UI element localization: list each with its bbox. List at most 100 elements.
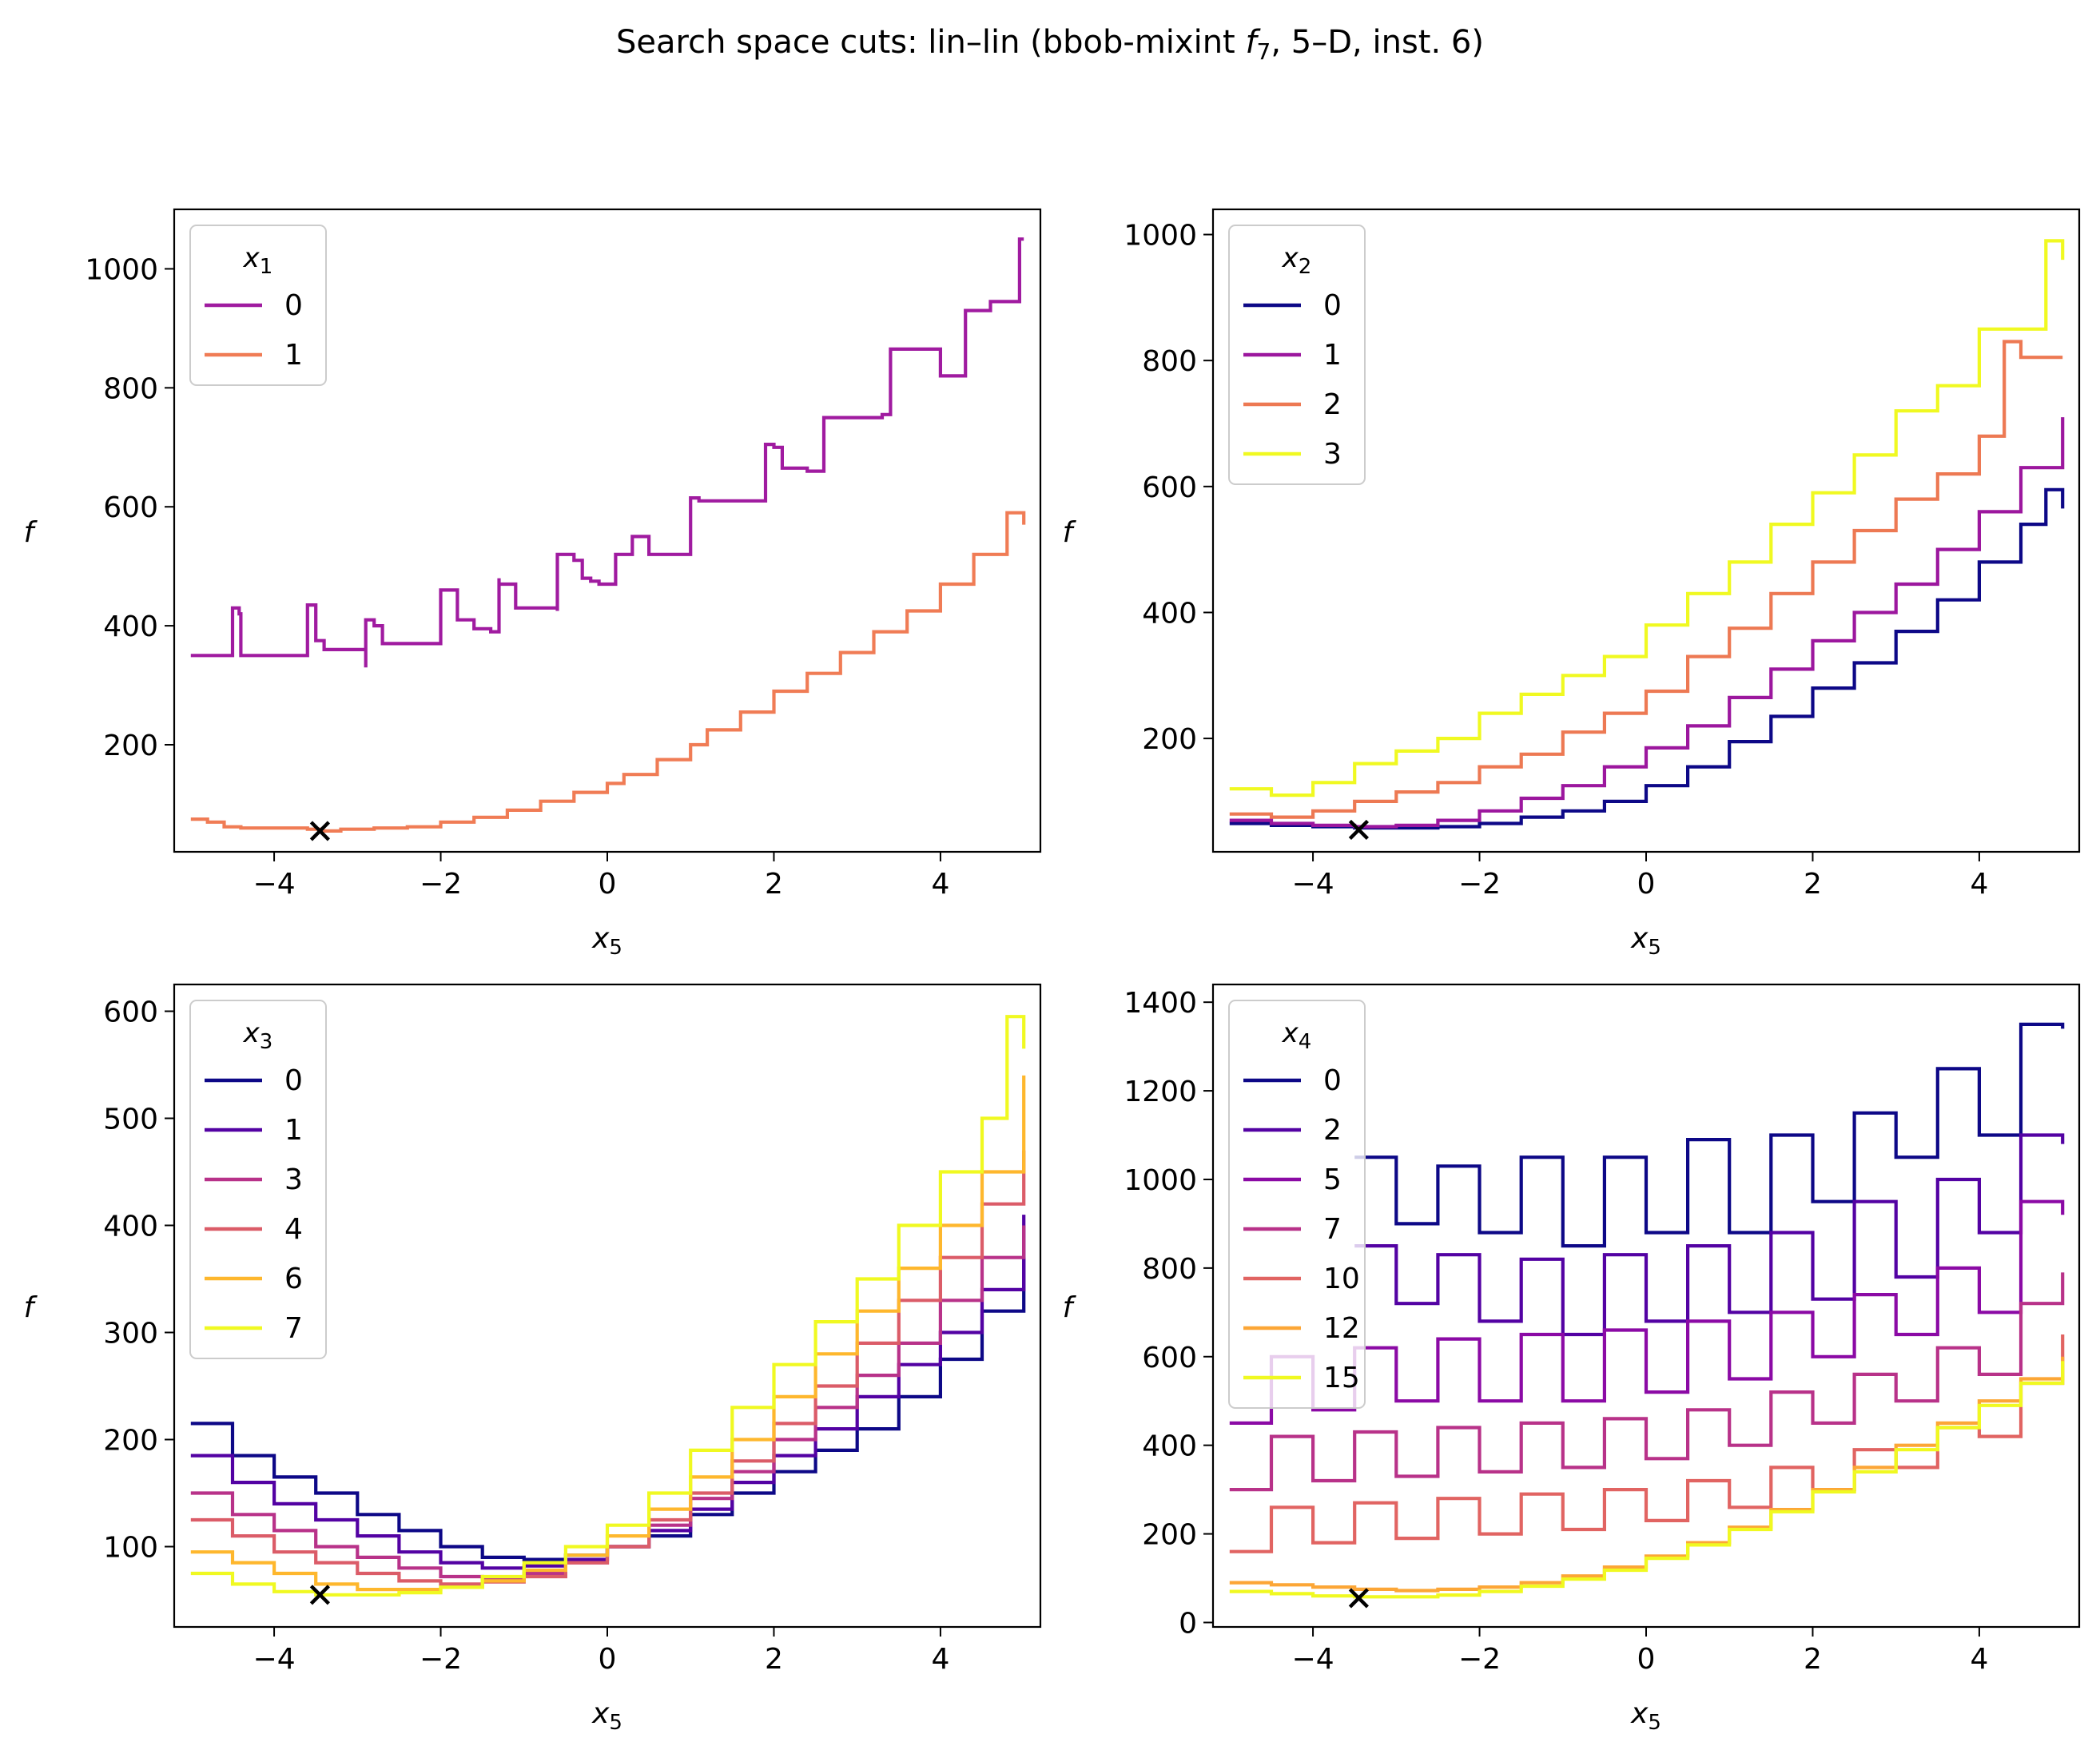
y-ticks: 0 200 400 600 800 1000 1200 1400	[1124, 987, 1213, 1640]
legend: x3 0 1 3 4 6 7	[189, 1000, 327, 1359]
legend-label-0: 0	[1323, 289, 1342, 322]
y-tick-label: 1400	[1124, 987, 1197, 1020]
series-line-0	[1354, 1022, 2065, 1248]
optimum-marker	[1348, 819, 1369, 841]
title-prefix: Search space cuts: lin–lin (bbob-mixint	[616, 24, 1245, 61]
y-tick-label: 1000	[85, 253, 158, 286]
legend-label-5: 5	[1323, 1163, 1342, 1196]
y-tick-label: 0	[1179, 1607, 1197, 1640]
y-tick-label: 600	[1142, 1342, 1197, 1374]
legend-label-12: 12	[1323, 1312, 1360, 1345]
x-tick-label: −2	[1458, 1643, 1501, 1676]
x-tick-label: 4	[1970, 1643, 1988, 1676]
legend-label-2: 2	[1323, 1114, 1342, 1147]
y-tick-label: 200	[1142, 723, 1197, 756]
x-tick-label: 4	[931, 1643, 949, 1676]
x-tick-label: 4	[931, 868, 949, 901]
y-tick-label: 200	[1142, 1519, 1197, 1552]
y-tick-label: 200	[103, 730, 158, 762]
x-tick-label: 0	[1637, 868, 1656, 901]
legend-box	[1228, 1000, 1366, 1409]
x-ticks: −4 −2 0 2 4	[1292, 1627, 1988, 1676]
y-tick-label: 800	[1142, 345, 1197, 378]
optimum-marker	[309, 821, 330, 841]
y-tick-label: 600	[103, 996, 158, 1029]
series-lines	[1229, 239, 2065, 830]
series-line-10	[1229, 1334, 2065, 1553]
y-tick-label: 500	[103, 1104, 158, 1136]
series-lines	[190, 1015, 1026, 1597]
legend-label-1: 1	[1323, 339, 1342, 372]
legend-label-0: 0	[284, 289, 303, 322]
y-tick-label: 1200	[1124, 1076, 1197, 1108]
series-line-1	[190, 511, 1026, 833]
y-axis-label: f	[24, 516, 38, 549]
x-axis-label: x5	[591, 922, 622, 960]
legend-label-2: 2	[1323, 388, 1342, 421]
y-tick-label: 200	[103, 1425, 158, 1458]
optimum-marker	[1348, 1588, 1369, 1609]
y-tick-label: 400	[1142, 1430, 1197, 1463]
x-tick-label: −2	[420, 1643, 462, 1676]
x-axis-label: x5	[1630, 1697, 1661, 1735]
legend-label-0: 0	[284, 1064, 303, 1097]
y-tick-label: 600	[103, 491, 158, 524]
optimum-marker	[309, 1585, 330, 1605]
panel-top-left: −4 −2 0 2 4 200 400 600 800 1000 x5 f x1 0 1	[24, 208, 1042, 960]
series-lines	[1229, 1022, 2065, 1599]
x-tick-label: 2	[765, 868, 783, 901]
x-tick-label: 4	[1970, 868, 1988, 901]
legend-label-7: 7	[1323, 1213, 1342, 1246]
y-tick-label: 1000	[1124, 220, 1197, 253]
series-line-7	[190, 1015, 1026, 1597]
y-ticks: 200 400 600 800 1000	[85, 253, 174, 762]
series-line-2	[1354, 1133, 2065, 1337]
series-line-15	[1229, 1361, 2065, 1599]
legend-label-1: 1	[284, 1114, 303, 1147]
series-line-0	[190, 237, 1024, 668]
series-line-6	[190, 1075, 1026, 1592]
x-tick-label: −4	[1292, 868, 1334, 901]
legend-title: x3	[243, 1017, 273, 1054]
x-axis-label: x5	[591, 1697, 622, 1735]
figure-title: Search space cuts: lin–lin (bbob-mixint …	[616, 24, 1484, 65]
legend-label-3: 3	[284, 1163, 303, 1196]
y-tick-label: 800	[1142, 1253, 1197, 1286]
y-tick-label: 400	[103, 611, 158, 643]
legend-label-3: 3	[1323, 438, 1342, 471]
legend-label-0: 0	[1323, 1064, 1342, 1097]
legend-title: x1	[243, 242, 273, 279]
y-tick-label: 300	[103, 1318, 158, 1350]
x-ticks: −4 −2 0 2 4	[253, 1627, 949, 1676]
title-f-sub: 7	[1257, 38, 1271, 65]
x-tick-label: −4	[1292, 1643, 1334, 1676]
legend-label-1: 1	[284, 339, 303, 372]
panel-top-right: −4 −2 0 2 4 200 400 600 800 1000 x5 f x2 0 1 2 3	[1063, 208, 2081, 960]
y-tick-label: 600	[1142, 471, 1197, 504]
x-tick-label: 2	[1804, 868, 1822, 901]
y-axis-label: f	[1063, 516, 1077, 549]
panel-bottom-right: −4 −2 0 2 4 0 200 400 600 800 1000 1200 1400 x5 f x4 0 2 5…	[1063, 983, 2081, 1735]
legend-title: x4	[1282, 1017, 1312, 1054]
y-ticks: 100 200 300 400 500 600	[103, 996, 174, 1565]
x-tick-label: 0	[599, 1643, 617, 1676]
legend: x1 0 1	[189, 225, 327, 386]
title-suffix: , 5–D, inst. 6)	[1271, 24, 1484, 61]
legend: x4 0 2 5 7 10 12 15	[1228, 1000, 1366, 1409]
series-lines	[190, 237, 1026, 833]
legend: x2 0 1 2 3	[1228, 225, 1366, 485]
legend-label-6: 6	[284, 1263, 303, 1295]
series-line-2	[1229, 340, 2063, 819]
series-line-3	[1229, 239, 2065, 797]
x-tick-label: 0	[1637, 1643, 1656, 1676]
x-tick-label: −4	[253, 1643, 296, 1676]
x-tick-label: 2	[765, 1643, 783, 1676]
y-ticks: 200 400 600 800 1000	[1124, 220, 1213, 756]
legend-label-4: 4	[284, 1213, 303, 1246]
y-tick-label: 800	[103, 372, 158, 405]
y-tick-label: 1000	[1124, 1164, 1197, 1197]
series-line-1	[1229, 417, 2065, 829]
x-tick-label: −2	[420, 868, 462, 901]
